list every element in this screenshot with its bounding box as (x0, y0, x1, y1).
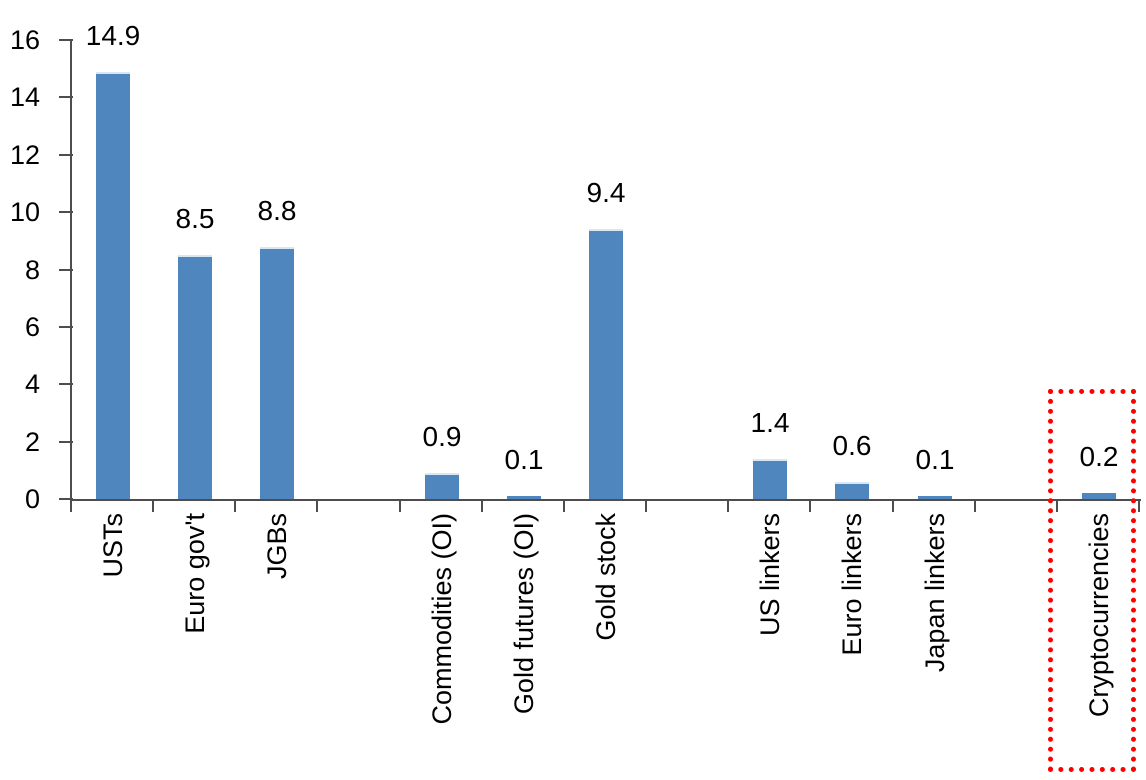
x-tick (563, 499, 565, 512)
value-label-gold-stock: 9.4 (586, 177, 626, 208)
y-tick (59, 154, 73, 156)
category-label-japan-linkers: Japan linkers (920, 513, 950, 673)
y-tick (59, 269, 73, 271)
value-label-jgbs: 8.8 (257, 195, 297, 226)
category-label-jgbs: JGBs (262, 513, 292, 580)
y-tick (59, 39, 73, 41)
bar-euro-gov-t (178, 255, 212, 499)
y-tick-label: 0 (24, 484, 40, 514)
y-tick (59, 441, 73, 443)
bar-cryptocurrencies (1082, 493, 1116, 499)
value-label-usts: 14.9 (85, 20, 141, 51)
category-label-euro-gov-t: Euro gov't (180, 513, 210, 634)
value-label-japan-linkers: 0.1 (915, 444, 955, 475)
x-tick (974, 499, 976, 512)
x-tick (892, 499, 894, 512)
x-tick (70, 499, 72, 512)
bar-japan-linkers (918, 496, 952, 499)
highlight-box (1048, 389, 1136, 772)
x-tick (152, 499, 154, 512)
x-tick (399, 499, 401, 512)
value-label-us-linkers: 1.4 (750, 407, 790, 438)
x-tick (809, 499, 811, 512)
y-tick (59, 326, 73, 328)
y-tick-label: 10 (9, 197, 40, 227)
y-tick-label: 4 (24, 369, 40, 399)
x-tick (481, 499, 483, 512)
value-label-euro-linkers: 0.6 (832, 430, 872, 461)
value-label-gold-futures-oi: 0.1 (504, 444, 544, 475)
x-tick (645, 499, 647, 512)
category-label-gold-futures-oi: Gold futures (OI) (509, 513, 539, 715)
category-label-commodities-oi: Commodities (OI) (427, 513, 457, 725)
y-tick-label: 8 (24, 255, 40, 285)
bar-gold-futures-oi (507, 496, 541, 499)
value-label-euro-gov-t: 8.5 (175, 203, 215, 234)
category-label-gold-stock: Gold stock (591, 513, 621, 641)
category-label-us-linkers: US linkers (755, 513, 785, 637)
bar-commodities-oi (425, 473, 459, 499)
x-tick (1056, 499, 1058, 512)
y-tick-label: 12 (9, 140, 40, 170)
x-tick (316, 499, 318, 512)
bar-jgbs (260, 247, 294, 499)
y-tick-label: 2 (24, 427, 40, 457)
category-label-euro-linkers: Euro linkers (837, 513, 867, 656)
value-label-commodities-oi: 0.9 (422, 421, 462, 452)
y-tick (59, 96, 73, 98)
bar-usts (96, 72, 130, 499)
y-tick (59, 211, 73, 213)
x-tick (1138, 499, 1140, 512)
category-label-usts: USTs (98, 513, 128, 578)
y-tick (59, 498, 73, 500)
value-label-cryptocurrencies: 0.2 (1079, 441, 1119, 472)
y-tick-label: 16 (9, 25, 40, 55)
bar-us-linkers (753, 459, 787, 499)
x-tick (234, 499, 236, 512)
bar-gold-stock (589, 229, 623, 499)
bar-euro-linkers (835, 482, 869, 499)
x-tick (727, 499, 729, 512)
y-tick-label: 14 (9, 82, 40, 112)
x-axis-line (70, 499, 1141, 501)
y-tick-label: 6 (24, 312, 40, 342)
y-tick (59, 383, 73, 385)
